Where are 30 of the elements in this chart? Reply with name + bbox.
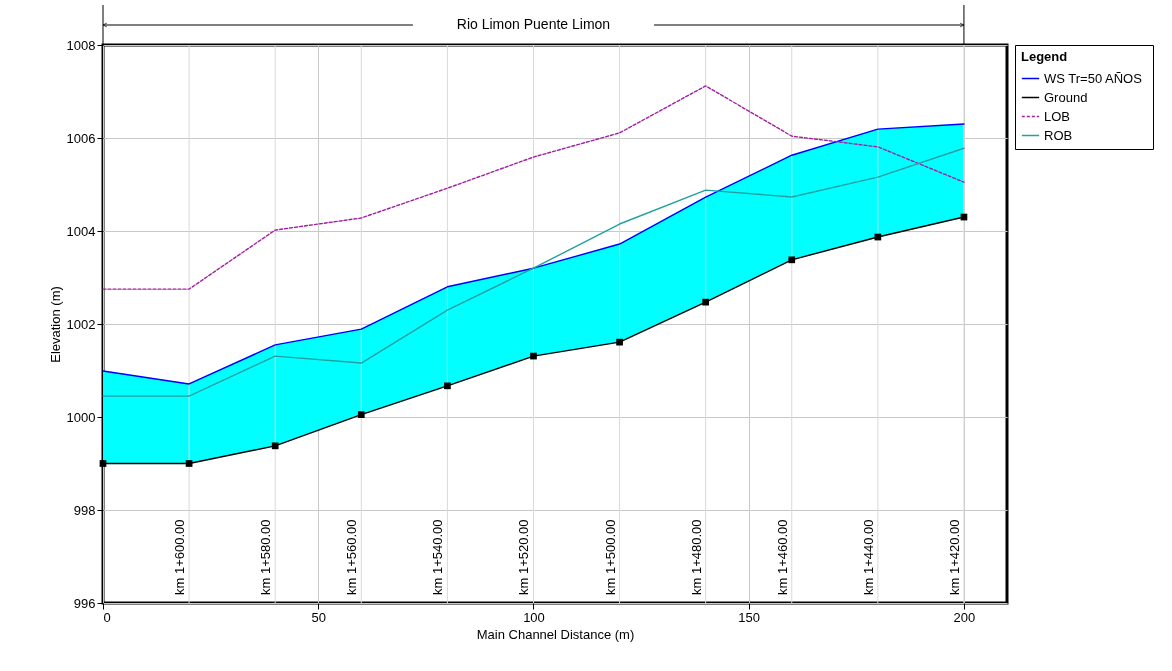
ref-line-label: km 1+600.00: [172, 519, 188, 595]
x-tick-label: 200: [953, 609, 976, 625]
ref-line-label: km 1+540.00: [430, 519, 446, 595]
legend-title: Legend: [1021, 49, 1068, 64]
y-tick-label: 996: [73, 595, 96, 611]
y-tick-label: 1000: [66, 409, 96, 425]
x-axis-title: Main Channel Distance (m): [476, 626, 635, 642]
ref-line-label: km 1+440.00: [860, 519, 876, 595]
ref-line-label: km 1+500.00: [602, 519, 618, 595]
ref-line-label: km 1+580.00: [258, 519, 274, 595]
chart-title: Rio Limon Puente Limon: [456, 16, 611, 32]
y-tick-label: 1004: [66, 223, 96, 239]
y-tick-label: 998: [73, 502, 96, 518]
y-axis-title: Elevation (m): [47, 286, 63, 363]
legend-label: Ground: [1044, 89, 1088, 105]
x-tick-label: 0: [103, 609, 111, 625]
y-tick-label: 1006: [66, 130, 96, 146]
ref-line-label: km 1+420.00: [946, 519, 962, 595]
legend-label: LOB: [1044, 108, 1071, 124]
x-tick-label: 150: [738, 609, 761, 625]
legend-label: ROB: [1044, 127, 1073, 143]
y-tick-label: 1008: [66, 37, 96, 53]
y-tick-label: 1002: [66, 316, 96, 332]
ref-line-label: km 1+460.00: [774, 519, 790, 595]
x-tick-label: 50: [311, 609, 326, 625]
ref-line-label: km 1+480.00: [688, 519, 704, 595]
x-tick-label: 100: [523, 609, 545, 625]
ref-line-label: km 1+560.00: [344, 519, 360, 595]
legend-label: WS Tr=50 AÑOS: [1044, 70, 1143, 86]
ref-line-label: km 1+520.00: [516, 519, 532, 595]
